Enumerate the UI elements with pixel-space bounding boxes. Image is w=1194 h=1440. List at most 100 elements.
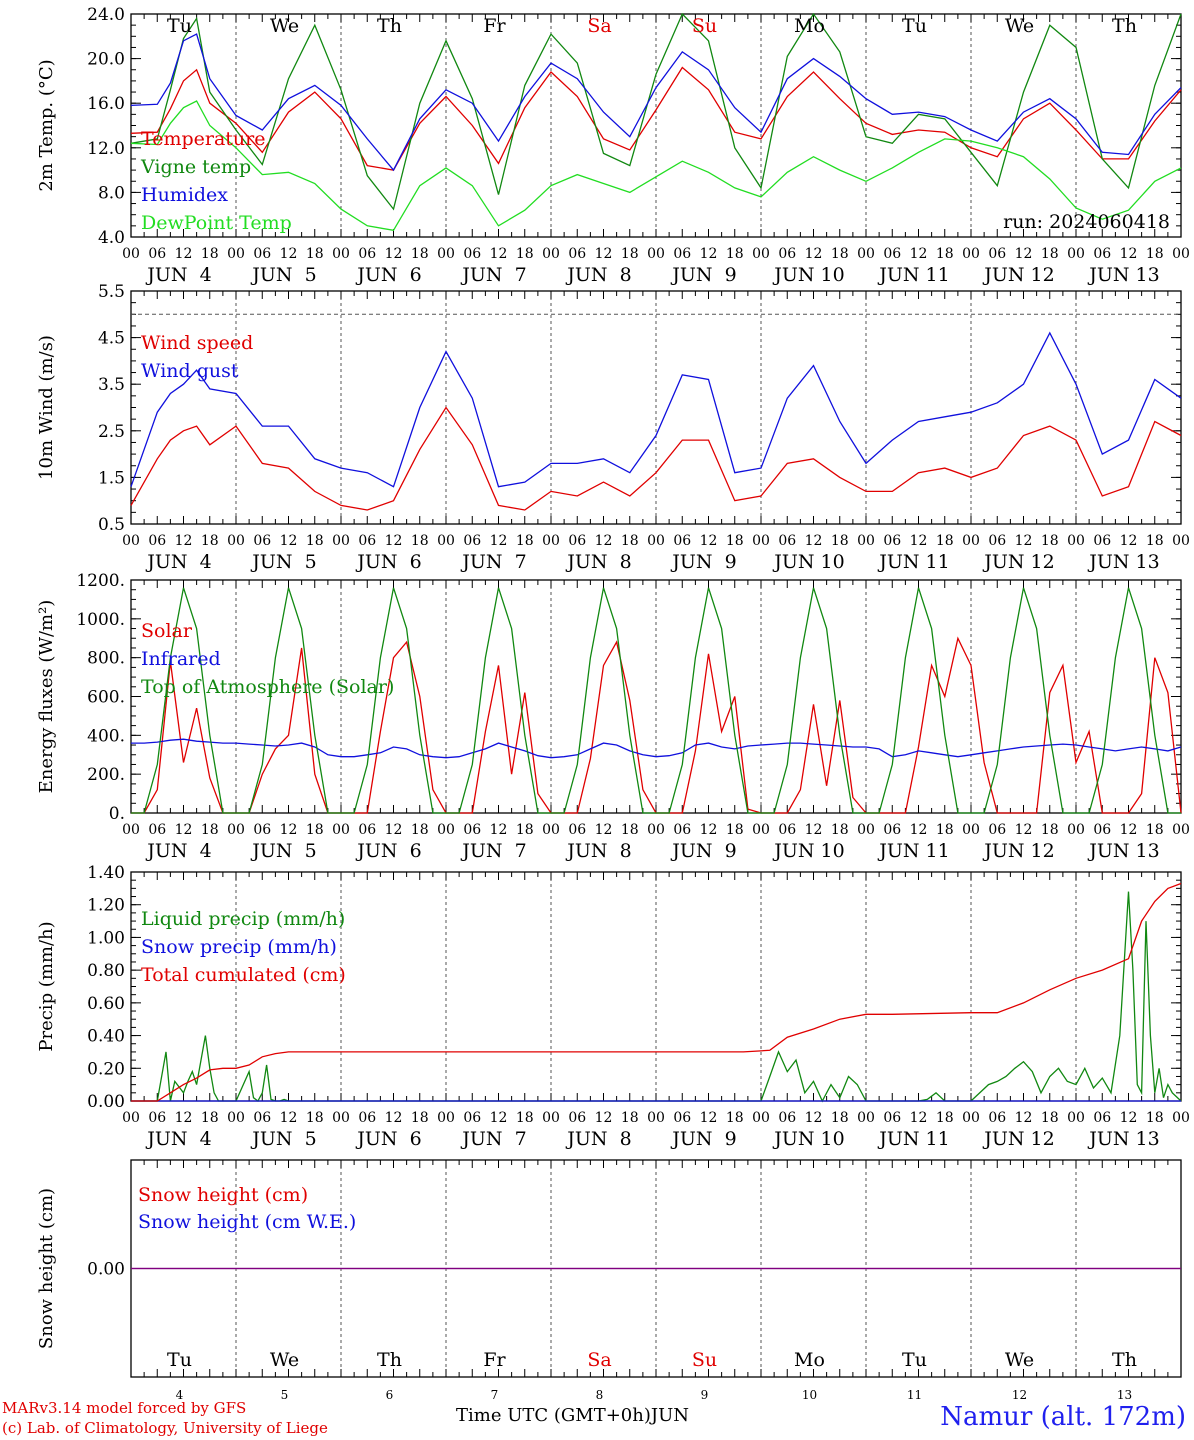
weekday-label-bottom: We — [270, 1349, 299, 1371]
hour-tick-label: 18 — [201, 822, 219, 838]
run-label: run: 2024060418 — [1003, 211, 1170, 233]
date-label: JUN 8 — [565, 1128, 631, 1150]
legend-entry: Snow height (cm) — [138, 1184, 308, 1206]
legend-entry: Wind speed — [141, 332, 253, 354]
hour-tick-label: 00 — [647, 246, 665, 262]
date-label: JUN 13 — [1087, 264, 1159, 286]
y-tick-label: 5.5 — [98, 282, 125, 302]
hour-tick-label: 18 — [201, 1110, 219, 1126]
series-line-wind-gust — [130, 331, 1182, 488]
hour-tick-label: 18 — [831, 1110, 849, 1126]
y-axis-title: 10m Wind (m/s) — [36, 335, 57, 480]
hour-tick-label: 00 — [1067, 533, 1085, 549]
date-number: 8 — [596, 1388, 604, 1402]
legend-entry: DewPoint Temp — [141, 212, 292, 234]
hour-tick-label: 18 — [621, 533, 639, 549]
y-tick-label: 24.0 — [87, 5, 125, 25]
y-tick-label: 1000. — [76, 610, 125, 630]
date-number: 7 — [491, 1388, 499, 1402]
time-axis-month: JUN — [650, 1405, 690, 1426]
series-line-top-of-atmosphere-solar- — [131, 587, 1181, 814]
hour-tick-label: 00 — [437, 246, 455, 262]
y-tick-label: 0. — [109, 804, 125, 824]
hour-tick-label: 12 — [490, 822, 508, 838]
hour-tick-label: 18 — [1146, 822, 1164, 838]
date-label: JUN 4 — [145, 551, 211, 573]
hour-tick-label: 06 — [778, 533, 796, 549]
hour-tick-label: 06 — [883, 533, 901, 549]
hour-tick-label: 00 — [752, 533, 770, 549]
hour-tick-label: 12 — [1120, 246, 1138, 262]
date-label: JUN 4 — [145, 840, 211, 862]
hour-tick-label: 06 — [568, 822, 586, 838]
weekday-label-top: Fr — [483, 15, 506, 37]
hour-tick-label: 00 — [332, 533, 350, 549]
hour-tick-label: 18 — [726, 822, 744, 838]
weekday-label-top: Sa — [587, 15, 611, 37]
hour-tick-label: 00 — [227, 533, 245, 549]
date-number: 6 — [386, 1388, 394, 1402]
hour-tick-label: 00 — [857, 533, 875, 549]
hour-tick-label: 06 — [1093, 246, 1111, 262]
series-line-dewpoint-temp — [130, 100, 1182, 232]
hour-tick-label: 06 — [568, 1110, 586, 1126]
hour-tick-label: 06 — [883, 1110, 901, 1126]
hour-tick-label: 06 — [778, 822, 796, 838]
hour-tick-label: 00 — [227, 1110, 245, 1126]
hour-tick-label: 12 — [385, 533, 403, 549]
hour-tick-label: 12 — [910, 1110, 928, 1126]
y-tick-label: 1.40 — [87, 863, 125, 883]
hour-tick-label: 00 — [647, 822, 665, 838]
date-label: JUN 6 — [355, 840, 421, 862]
hour-tick-label: 18 — [936, 533, 954, 549]
hour-tick-label: 06 — [358, 822, 376, 838]
legend-entry: Temperature — [141, 128, 265, 150]
panel-5: 0.00 Snow height (cm) Snow height (cm) Snow… — [36, 1159, 1182, 1378]
hour-tick-label: 00 — [437, 822, 455, 838]
date-label: JUN 11 — [877, 1128, 949, 1150]
weekday-label-bottom: Tu — [902, 1349, 927, 1371]
date-label: JUN 12 — [982, 551, 1054, 573]
time-axis-label: Time UTC (GMT+0h)JUN — [456, 1405, 689, 1426]
date-label: JUN 9 — [670, 264, 736, 286]
y-tick-label: 1200. — [76, 571, 125, 591]
hour-tick-label: 18 — [516, 1110, 534, 1126]
hour-tick-label: 18 — [831, 822, 849, 838]
hour-tick-label: 00 — [332, 822, 350, 838]
hour-tick-label: 00 — [542, 533, 560, 549]
hour-tick-label: 00 — [1067, 246, 1085, 262]
hour-tick-label: 18 — [936, 246, 954, 262]
hour-tick-label: 12 — [175, 822, 193, 838]
date-label: JUN 5 — [250, 551, 316, 573]
date-label: JUN 12 — [982, 1128, 1054, 1150]
hour-tick-label: 18 — [516, 822, 534, 838]
hour-tick-label: 18 — [1041, 822, 1059, 838]
hour-tick-label: 18 — [411, 533, 429, 549]
credit-lab: (c) Lab. of Climatology, University of L… — [2, 1419, 328, 1437]
hour-tick-label: 12 — [700, 822, 718, 838]
y-tick-label: 1.5 — [98, 468, 125, 488]
date-label: JUN 8 — [565, 264, 631, 286]
date-label: JUN 13 — [1087, 551, 1159, 573]
hour-tick-label: 06 — [1093, 1110, 1111, 1126]
hour-tick-label: 06 — [673, 533, 691, 549]
hour-tick-label: 18 — [621, 1110, 639, 1126]
y-tick-label: 800. — [87, 649, 125, 669]
hour-tick-label: 06 — [463, 1110, 481, 1126]
date-label: JUN 7 — [460, 551, 526, 573]
hour-tick-label: 18 — [411, 1110, 429, 1126]
hour-tick-label: 06 — [673, 246, 691, 262]
hour-tick-label: 06 — [988, 1110, 1006, 1126]
y-tick-label: 0.80 — [87, 961, 125, 981]
hour-tick-label: 00 — [437, 533, 455, 549]
hour-tick-label: 18 — [936, 1110, 954, 1126]
hour-tick-label: 12 — [1015, 533, 1033, 549]
hour-tick-label: 06 — [253, 822, 271, 838]
hour-tick-label: 18 — [411, 246, 429, 262]
hour-tick-label: 06 — [463, 246, 481, 262]
hour-tick-label: 06 — [148, 1110, 166, 1126]
hour-tick-label: 00 — [1172, 246, 1190, 262]
series-line-infrared — [131, 738, 1182, 759]
hour-tick-label: 06 — [988, 822, 1006, 838]
y-tick-label: 8.0 — [98, 183, 125, 203]
